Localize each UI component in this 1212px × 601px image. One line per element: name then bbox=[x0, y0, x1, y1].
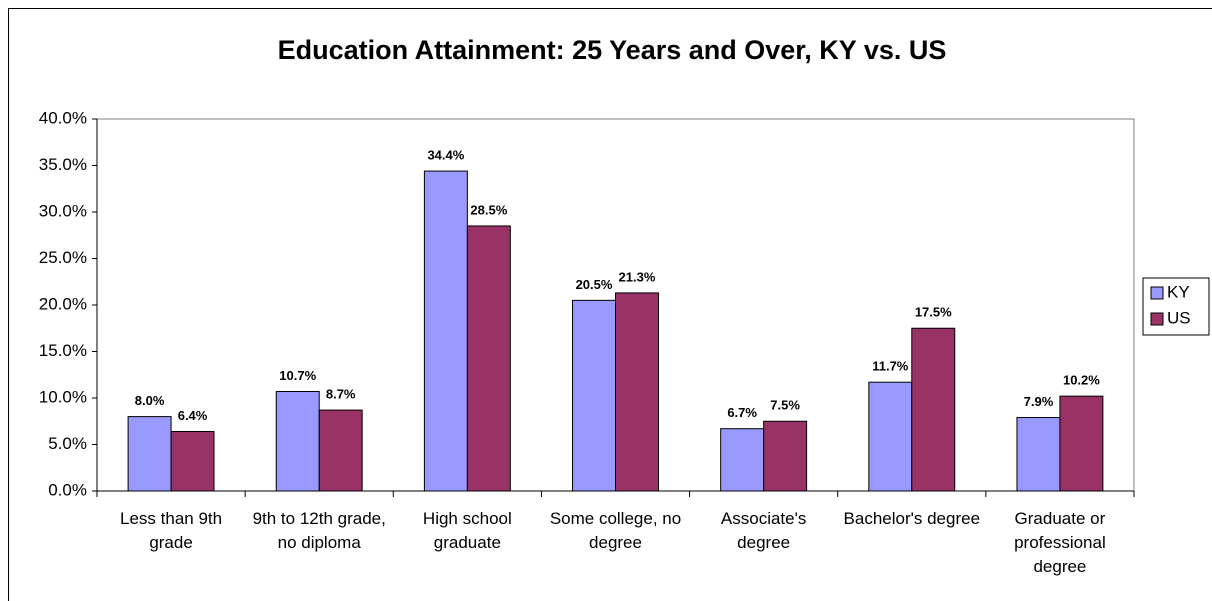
x-tick-label: High school graduate bbox=[422, 509, 512, 552]
value-label: 7.9% bbox=[1024, 394, 1054, 409]
bar bbox=[466, 225, 511, 492]
y-tick-label: 20.0% bbox=[39, 294, 87, 313]
y-tick-label: 5.0% bbox=[48, 434, 87, 453]
bar bbox=[720, 428, 765, 492]
bar bbox=[423, 170, 468, 492]
legend-label: US bbox=[1167, 308, 1191, 327]
x-tick-label: Graduate or professional degree bbox=[1014, 509, 1106, 576]
bar bbox=[1059, 395, 1104, 492]
chart-border bbox=[8, 8, 1212, 601]
y-tick-label: 0.0% bbox=[48, 480, 87, 499]
bar bbox=[911, 327, 956, 492]
bar bbox=[170, 430, 215, 492]
value-label: 21.3% bbox=[619, 269, 656, 284]
y-tick-label: 25.0% bbox=[39, 248, 87, 267]
value-label: 8.7% bbox=[326, 387, 356, 402]
x-tick-label: Less than 9th grade bbox=[120, 509, 223, 552]
chart-title: Education Attainment: 25 Years and Over,… bbox=[278, 35, 947, 65]
legend-swatch bbox=[1150, 312, 1164, 326]
bar bbox=[275, 390, 320, 492]
value-label: 20.5% bbox=[576, 277, 613, 292]
value-label: 10.7% bbox=[279, 368, 316, 383]
y-tick-label: 30.0% bbox=[39, 201, 87, 220]
bar bbox=[615, 292, 659, 492]
bar bbox=[1016, 417, 1061, 492]
bar bbox=[572, 299, 617, 492]
x-tick-label: Associate's degree bbox=[720, 509, 807, 552]
value-label: 11.7% bbox=[872, 359, 909, 374]
value-label: 8.0% bbox=[135, 393, 165, 408]
value-label: 28.5% bbox=[470, 202, 507, 217]
x-tick-label: 9th to 12th grade, no diploma bbox=[252, 509, 386, 552]
x-tick-label: Bachelor's degree bbox=[843, 509, 981, 528]
value-label: 10.2% bbox=[1063, 373, 1100, 388]
value-label: 6.7% bbox=[727, 405, 757, 420]
legend-swatch bbox=[1150, 286, 1164, 300]
bar bbox=[127, 416, 172, 492]
y-tick-label: 15.0% bbox=[39, 341, 87, 360]
bar bbox=[868, 381, 913, 492]
value-label: 34.4% bbox=[427, 148, 464, 163]
bar bbox=[763, 420, 808, 492]
value-label: 17.5% bbox=[915, 305, 952, 320]
bar bbox=[318, 409, 363, 492]
value-label: 7.5% bbox=[770, 398, 800, 413]
y-tick-label: 40.0% bbox=[39, 108, 87, 127]
legend-label: KY bbox=[1167, 282, 1190, 301]
y-tick-label: 35.0% bbox=[39, 155, 87, 174]
value-label: 6.4% bbox=[178, 408, 208, 423]
y-tick-label: 10.0% bbox=[39, 387, 87, 406]
x-tick-label: Some college, no degree bbox=[549, 509, 682, 552]
